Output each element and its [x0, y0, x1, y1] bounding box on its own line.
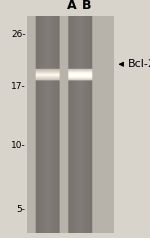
Text: Bcl-2: Bcl-2: [128, 59, 150, 69]
Text: B: B: [82, 0, 92, 12]
Text: 26-: 26-: [11, 30, 26, 39]
Text: 10-: 10-: [11, 141, 26, 150]
Text: 17-: 17-: [11, 82, 26, 91]
Text: A: A: [67, 0, 77, 12]
Text: 5-: 5-: [16, 205, 26, 214]
Bar: [27, 17, 114, 233]
